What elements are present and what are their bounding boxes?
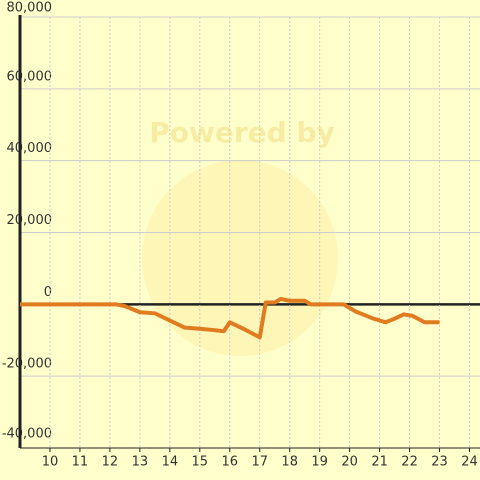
y-tick-label: 80,000 — [7, 1, 53, 16]
x-tick-label: 18 — [281, 455, 298, 470]
y-tick-label: 40,000 — [7, 141, 53, 156]
x-tick-label: 21 — [371, 455, 388, 470]
x-tick-label: 11 — [72, 455, 89, 470]
x-tick-label: 12 — [102, 455, 119, 470]
x-tick-label: 22 — [401, 455, 418, 470]
y-tick-label: -40,000 — [2, 427, 52, 442]
x-tick-label: 10 — [42, 455, 59, 470]
y-tick-label: 0 — [44, 285, 52, 300]
y-tick-label: -20,000 — [2, 357, 52, 372]
y-tick-label: 20,000 — [7, 213, 53, 228]
x-tick-label: 23 — [431, 455, 448, 470]
x-tick-label: 24 — [461, 455, 478, 470]
x-tick-label: 13 — [132, 455, 149, 470]
y-tick-label: 60,000 — [7, 69, 53, 84]
watermark-logo — [142, 160, 338, 356]
x-tick-label: 17 — [251, 455, 268, 470]
x-tick-label: 20 — [341, 455, 358, 470]
x-tick-label: 14 — [162, 455, 179, 470]
x-tick-label: 16 — [221, 455, 238, 470]
x-tick-label: 19 — [311, 455, 328, 470]
line — [20, 296, 440, 340]
watermark: Powered by — [149, 116, 335, 149]
x-tick-label: 15 — [192, 455, 209, 470]
